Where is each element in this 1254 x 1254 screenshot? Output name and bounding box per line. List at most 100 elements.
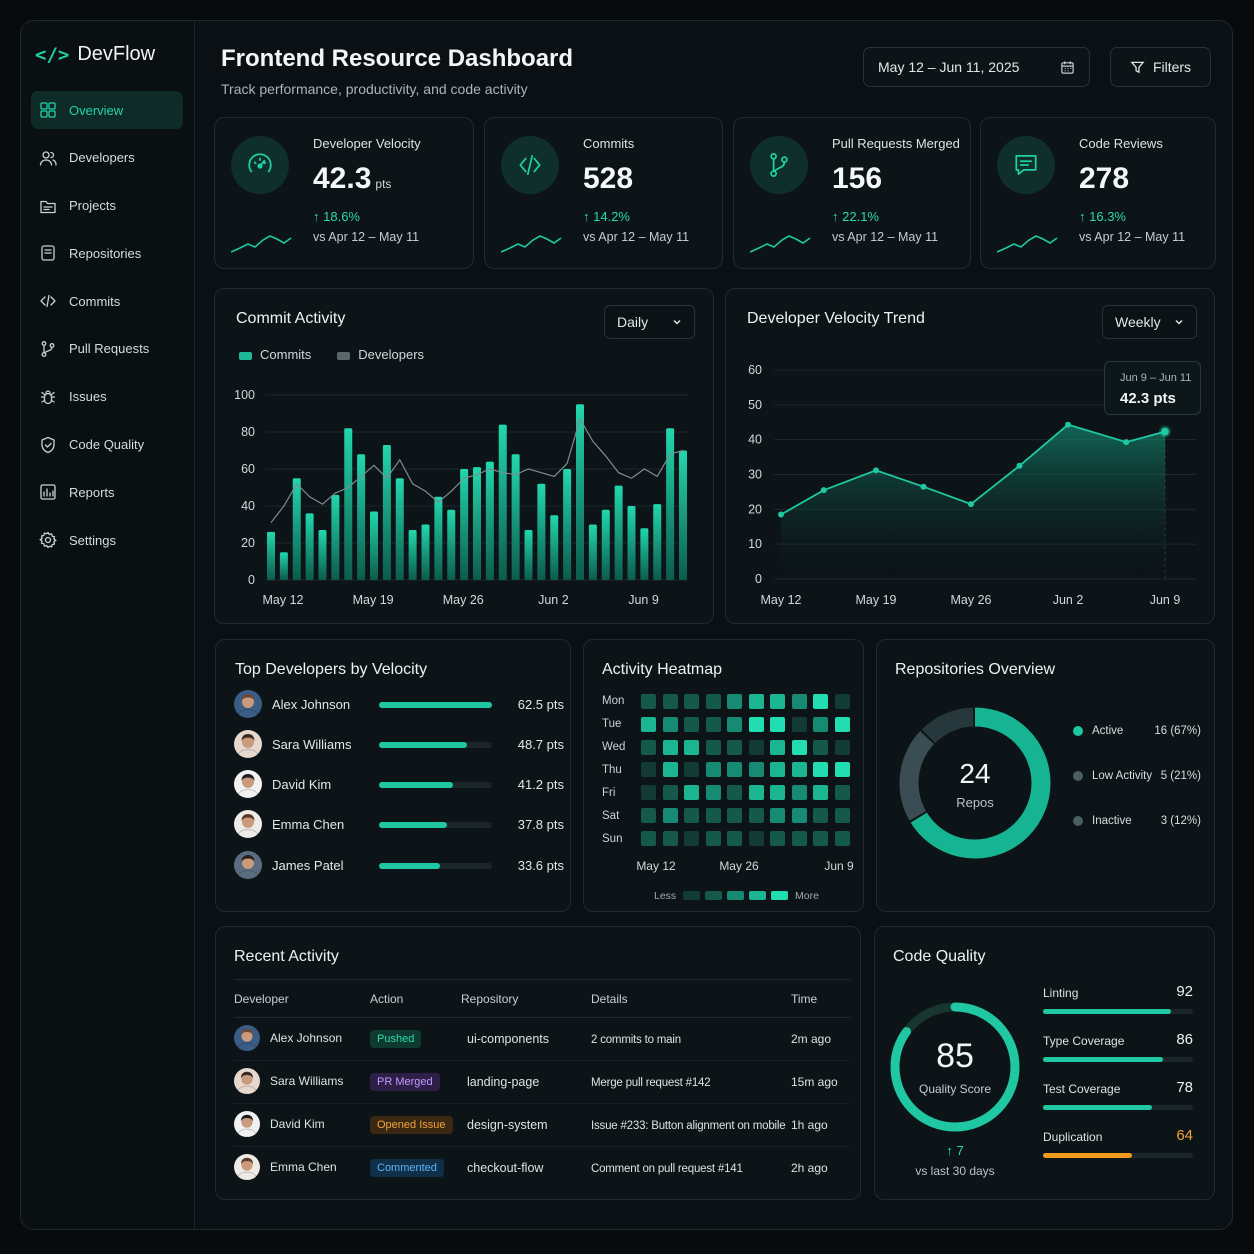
heatmap-cell[interactable] (727, 694, 742, 709)
stat-card-developer-velocity[interactable]: Developer Velocity 42.3 pts ↑ 18.6% vs Apr 1… (214, 117, 474, 269)
heatmap-cell[interactable] (641, 785, 656, 801)
sidebar-item-overview[interactable]: Overview (31, 91, 183, 129)
heatmap-cell[interactable] (641, 716, 656, 732)
heatmap-cell[interactable] (684, 716, 699, 732)
heatmap-cell[interactable] (770, 694, 785, 709)
commit-period-dropdown[interactable]: Daily (604, 305, 695, 339)
heatmap-cell[interactable] (684, 694, 699, 709)
heatmap-cell[interactable] (727, 808, 742, 823)
sidebar-item-settings[interactable]: Settings (31, 521, 183, 559)
heatmap-cell[interactable] (727, 739, 742, 755)
heatmap-cell[interactable] (834, 739, 850, 755)
heatmap-cell[interactable] (770, 762, 785, 778)
heatmap-cell[interactable] (727, 785, 742, 801)
heatmap-cell[interactable] (705, 785, 721, 801)
heatmap-cell[interactable] (770, 830, 785, 846)
heatmap-cell[interactable] (834, 716, 850, 732)
heatmap-cell[interactable] (662, 694, 678, 709)
sidebar-item-reports[interactable]: Reports (31, 473, 183, 511)
heatmap-cell[interactable] (684, 739, 699, 755)
heatmap-cell[interactable] (770, 808, 785, 823)
sidebar-item-commits[interactable]: Commits (31, 282, 183, 320)
heatmap-cell[interactable] (791, 830, 807, 846)
velocity-period-dropdown[interactable]: Weekly (1102, 305, 1197, 339)
heatmap-cell[interactable] (770, 716, 785, 732)
heatmap-cell[interactable] (641, 694, 656, 709)
developer-row[interactable]: David Kim 41.2 pts (234, 770, 564, 800)
heatmap-cell[interactable] (813, 694, 828, 709)
heatmap-cell[interactable] (791, 694, 807, 709)
developer-row[interactable]: Sara Williams 48.7 pts (234, 730, 564, 760)
heatmap-cell[interactable] (834, 830, 850, 846)
heatmap-cell[interactable] (791, 716, 807, 732)
quality-metric-duplication[interactable]: Duplication 64 (1043, 1127, 1193, 1158)
heatmap-cell[interactable] (705, 762, 721, 778)
table-row[interactable]: Emma Chen Commented checkout-flow Comment o… (234, 1147, 850, 1190)
filters-button[interactable]: Filters (1110, 47, 1211, 87)
heatmap-cell[interactable] (748, 716, 764, 732)
heatmap-cell[interactable] (727, 716, 742, 732)
repository-name[interactable]: landing-page (467, 1075, 540, 1089)
quality-metric-linting[interactable]: Linting 92 (1043, 983, 1193, 1014)
heatmap-cell[interactable] (705, 716, 721, 732)
heatmap-cell[interactable] (813, 785, 828, 801)
repo-legend-item[interactable]: Low Activity 5 (21%) (1073, 770, 1201, 782)
heatmap-cell[interactable] (791, 762, 807, 778)
heatmap-cell[interactable] (662, 785, 678, 801)
heatmap-cell[interactable] (641, 739, 656, 755)
sidebar-item-repositories[interactable]: Repositories (31, 234, 183, 272)
sidebar-item-projects[interactable]: Projects (31, 187, 183, 225)
heatmap-cell[interactable] (770, 785, 785, 801)
repository-name[interactable]: checkout-flow (467, 1161, 544, 1176)
heatmap-cell[interactable] (770, 739, 785, 755)
cell-repository[interactable]: checkout-flow (461, 1147, 591, 1190)
table-row[interactable]: David Kim Opened Issue design-system Issue … (234, 1103, 850, 1147)
heatmap-cell[interactable] (684, 830, 699, 846)
heatmap-cell[interactable] (834, 694, 850, 709)
date-range-picker[interactable]: May 12 – Jun 11, 2025 (863, 47, 1090, 87)
heatmap-cell[interactable] (748, 785, 764, 801)
repo-legend-item[interactable]: Active 16 (67%) (1073, 725, 1201, 737)
heatmap-cell[interactable] (662, 830, 678, 846)
quality-metric-test-coverage[interactable]: Test Coverage 78 (1043, 1079, 1193, 1110)
sidebar-item-developers[interactable]: Developers (31, 139, 183, 177)
heatmap-cell[interactable] (748, 808, 764, 823)
heatmap-cell[interactable] (641, 830, 656, 846)
heatmap-cell[interactable] (748, 830, 764, 846)
heatmap-cell[interactable] (813, 830, 828, 846)
heatmap-cell[interactable] (662, 716, 678, 732)
brand[interactable]: </> DevFlow (35, 43, 155, 66)
developer-row[interactable]: Alex Johnson 62.5 pts (234, 690, 564, 720)
cell-repository[interactable]: landing-page (461, 1060, 591, 1104)
quality-metric-type-coverage[interactable]: Type Coverage 86 (1043, 1031, 1193, 1062)
sidebar-item-issues[interactable]: Issues (31, 378, 183, 416)
stat-card-commits[interactable]: Commits 528 ↑ 14.2% vs Apr 12 – May 11 (484, 117, 723, 269)
heatmap-cell[interactable] (834, 808, 850, 823)
heatmap-cell[interactable] (705, 808, 721, 823)
heatmap-cell[interactable] (684, 785, 699, 801)
heatmap-cell[interactable] (834, 785, 850, 801)
heatmap-cell[interactable] (727, 762, 742, 778)
heatmap-cell[interactable] (662, 762, 678, 778)
heatmap-cell[interactable] (662, 808, 678, 823)
heatmap-cell[interactable] (705, 739, 721, 755)
heatmap-cell[interactable] (641, 762, 656, 778)
heatmap-cell[interactable] (748, 762, 764, 778)
heatmap-cell[interactable] (705, 694, 721, 709)
sidebar-item-pull-requests[interactable]: Pull Requests (31, 330, 183, 368)
heatmap-cell[interactable] (791, 785, 807, 801)
heatmap-cell[interactable] (791, 808, 807, 823)
heatmap-cell[interactable] (662, 739, 678, 755)
heatmap-cell[interactable] (834, 762, 850, 778)
repository-name[interactable]: ui-components (467, 1032, 549, 1046)
stat-card-code-reviews[interactable]: Code Reviews 278 ↑ 16.3% vs Apr 12 – May 11 (980, 117, 1216, 269)
developer-row[interactable]: James Patel 33.6 pts (234, 851, 564, 881)
heatmap-cell[interactable] (705, 830, 721, 846)
heatmap-cell[interactable] (791, 739, 807, 755)
heatmap-cell[interactable] (813, 808, 828, 823)
table-row[interactable]: Alex Johnson Pushed ui-components 2 commits… (234, 1017, 850, 1061)
heatmap-cell[interactable] (748, 694, 764, 709)
heatmap-cell[interactable] (641, 808, 656, 823)
sidebar-item-code-quality[interactable]: Code Quality (31, 426, 183, 464)
heatmap-cell[interactable] (684, 808, 699, 823)
